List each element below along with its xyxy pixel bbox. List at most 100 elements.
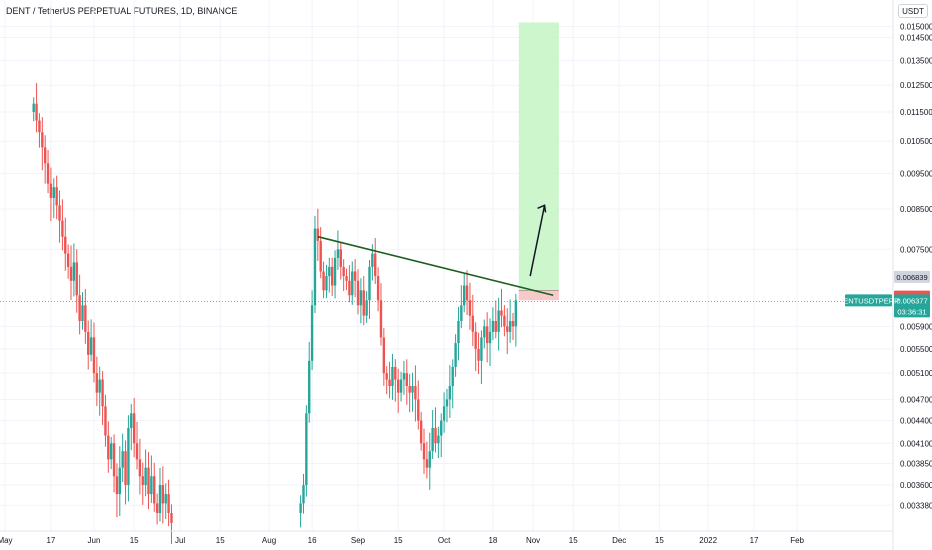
price-tick-label: 0.004700: [900, 395, 932, 404]
current-price-tag: 0.006377: [896, 296, 927, 305]
candle-down: [348, 280, 351, 296]
time-tick-label: 17: [750, 536, 759, 545]
candle-up: [299, 503, 302, 513]
candle-down: [66, 253, 70, 267]
candle-up: [32, 103, 35, 112]
price-tick-label: 0.005900: [900, 322, 932, 331]
candle-up: [89, 337, 93, 355]
candle-up: [514, 300, 518, 327]
candle-up: [98, 379, 101, 393]
candle-down: [75, 262, 78, 296]
candle-down: [161, 485, 165, 504]
candle-down: [356, 280, 360, 306]
countdown-tag-bg: [894, 305, 930, 318]
candle-up: [351, 271, 354, 296]
currency-button[interactable]: USDT: [898, 4, 928, 18]
candle-down: [485, 326, 489, 344]
candle-down: [388, 379, 391, 387]
candle-down: [55, 187, 58, 206]
candle-down: [38, 120, 41, 133]
candle-down: [316, 228, 320, 241]
time-tick-label: Nov: [526, 536, 540, 545]
candle-up: [150, 476, 153, 495]
candle-down: [477, 348, 480, 361]
candle-down: [376, 276, 380, 301]
candle-up: [431, 427, 434, 452]
time-tick-label: Sep: [351, 536, 366, 545]
candle-down: [362, 290, 365, 316]
candle-down: [471, 315, 475, 332]
candle-up: [448, 386, 452, 400]
candle-up: [127, 427, 130, 486]
candle-down: [61, 220, 64, 237]
candle-up: [130, 413, 133, 428]
candle-up: [491, 320, 495, 332]
candle-down: [78, 295, 81, 321]
time-tick-label: Jul: [175, 536, 185, 545]
candle-down: [494, 320, 497, 332]
candle-up: [454, 343, 457, 367]
time-tick-label: 18: [488, 536, 497, 545]
candle-down: [345, 276, 348, 281]
candle-up: [480, 337, 483, 361]
candle-down: [353, 271, 357, 281]
candle-up: [118, 467, 121, 495]
time-tick-label: May: [0, 536, 13, 545]
candle-up: [336, 249, 340, 258]
candle-down: [319, 240, 322, 272]
time-tick-label: 16: [308, 536, 317, 545]
candle-down: [500, 310, 503, 316]
candle-down: [422, 443, 426, 460]
candle-down: [425, 459, 429, 468]
candle-up: [371, 253, 374, 267]
candle-up: [411, 386, 414, 393]
candle-down: [396, 379, 400, 393]
candle-up: [81, 305, 84, 321]
candle-up: [368, 266, 371, 301]
candle-up: [325, 276, 328, 291]
time-tick-label: Aug: [262, 536, 276, 545]
candle-up: [483, 326, 486, 338]
time-tick-label: Feb: [790, 536, 804, 545]
price-tick-label: 0.014500: [900, 34, 932, 43]
candle-up: [109, 443, 113, 460]
time-tick-label: 15: [130, 536, 139, 545]
time-tick-label: 17: [46, 536, 55, 545]
candle-down: [87, 331, 90, 355]
price-tick-label: 0.005100: [900, 369, 932, 378]
candle-down: [153, 476, 156, 504]
candle-down: [465, 285, 469, 301]
candle-up: [460, 305, 463, 321]
candle-down: [374, 253, 377, 277]
candle-down: [511, 320, 515, 327]
symbol-tag-bg: [845, 294, 892, 307]
candle-down: [382, 337, 386, 374]
candle-up: [52, 187, 55, 198]
countdown-tag: 03:36:31: [897, 307, 926, 316]
up-arrow-head: [537, 204, 547, 213]
candle-down: [64, 236, 67, 254]
candle-up: [308, 360, 311, 414]
time-tick-label: 2022: [699, 536, 717, 545]
target-price-tag: 0.006839: [896, 273, 927, 282]
candle-up: [365, 300, 368, 316]
candle-up: [445, 399, 449, 407]
candle-down: [46, 163, 50, 184]
candle-up: [158, 485, 162, 513]
price-tick-label: 0.007500: [900, 245, 932, 254]
candle-up: [144, 467, 147, 486]
price-tick-label: 0.004100: [900, 439, 932, 448]
candle-up: [488, 331, 492, 344]
price-tick-label: 0.012500: [900, 81, 932, 90]
symbol-tag: DENTUSDTPERP: [838, 296, 899, 305]
candle-down: [342, 266, 345, 277]
candle-down: [124, 451, 127, 486]
drawings: [0, 204, 893, 302]
current-price-tag-bg: [894, 294, 930, 307]
price-tick-label: 0.003850: [900, 459, 932, 468]
candle-up: [391, 366, 394, 387]
price-tick-label: 0.004400: [900, 417, 932, 426]
candle-down: [69, 266, 73, 281]
time-axis: May 17 Jun 15 Jul 15 Aug 16 Sep 15 Oct 18 Nov 15 Dec 15…: [0, 536, 805, 545]
